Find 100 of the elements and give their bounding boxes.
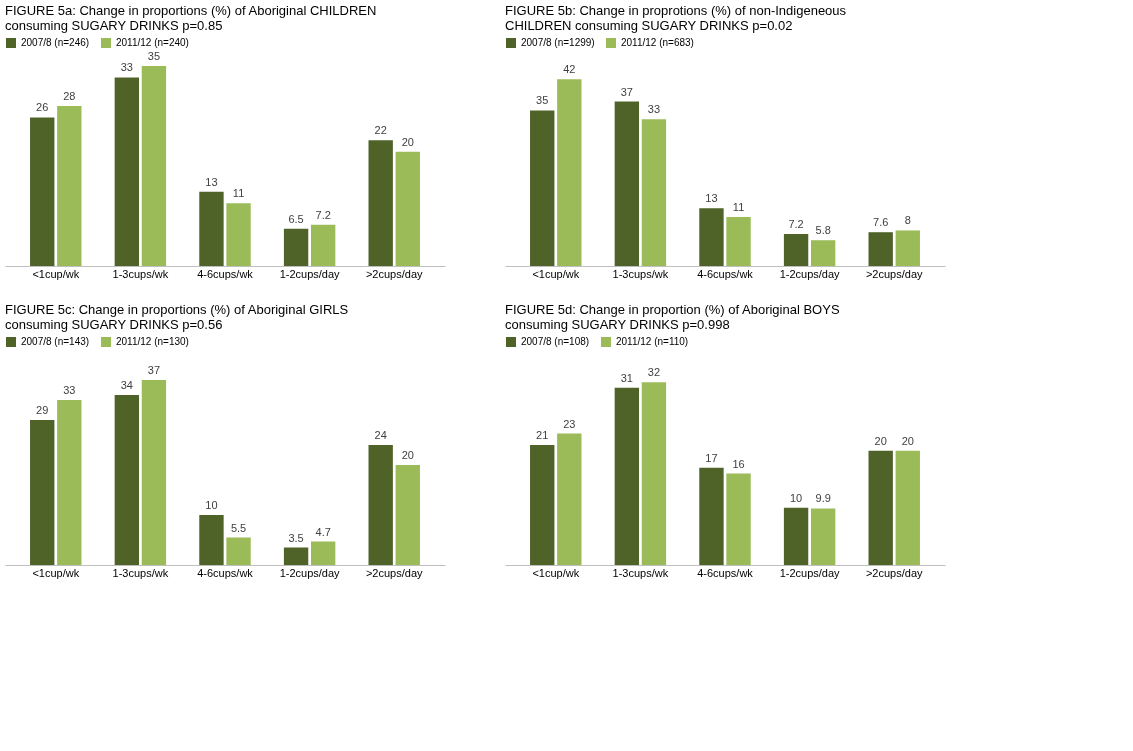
- data-label: 29: [36, 404, 49, 416]
- bar: [699, 467, 724, 565]
- data-label: 33: [63, 384, 76, 396]
- chart-title: FIGURE 5c: Change in proportions (%) of Aboriginal GIRLS consuming SUGARY DRINKS p=0.56: [5, 302, 349, 332]
- data-label: 33: [647, 103, 661, 116]
- bar: [530, 110, 555, 266]
- x-tick-label: 1-2cups/day: [279, 566, 341, 579]
- chart-title: FIGURE 5a: Change in proportions (%) of Aboriginal CHILDREN consuming SUGARY DRINKS p=0.85: [5, 3, 377, 33]
- legend-label: 2011/12 (n=130): [116, 336, 189, 347]
- x-tick-label: >2cups/day: [865, 566, 924, 579]
- bar: [895, 230, 920, 266]
- bar: [726, 473, 751, 565]
- bar: [641, 119, 667, 266]
- data-label: 23: [563, 417, 576, 430]
- bar: [868, 450, 893, 565]
- x-tick-label: 4-6cups/wk: [697, 566, 754, 579]
- bar: [368, 140, 393, 266]
- legend-label: 2011/12 (n=683): [621, 37, 694, 48]
- bar: [641, 382, 667, 565]
- data-label: 7.2: [788, 218, 804, 230]
- data-label: 3.5: [288, 531, 304, 544]
- data-label: 17: [705, 451, 718, 464]
- data-label: 34: [120, 379, 133, 391]
- bar: [614, 387, 640, 565]
- bar: [141, 66, 167, 266]
- data-label: 20: [901, 434, 914, 447]
- data-label: 37: [147, 364, 161, 376]
- x-tick-label: 4-6cups/wk: [697, 267, 754, 280]
- data-label: 5.8: [815, 224, 831, 237]
- data-label: 16: [732, 457, 745, 470]
- legend-label: 2011/12 (n=240): [116, 37, 189, 48]
- x-tick-label: 1-2cups/day: [779, 267, 841, 280]
- chart-title: FIGURE 5d: Change in proportion (%) of Aboriginal BOYS consuming SUGARY DRINKS p=0.998: [505, 302, 840, 332]
- bar: [810, 240, 836, 266]
- data-label: 13: [705, 192, 718, 205]
- legend-label: 2007/8 (n=143): [21, 336, 90, 347]
- data-label: 28: [63, 90, 76, 102]
- data-label: 35: [147, 50, 161, 62]
- x-tick-label: >2cups/day: [365, 566, 424, 579]
- bar: [395, 151, 420, 266]
- bar: [395, 465, 420, 565]
- data-label: 35: [536, 94, 549, 107]
- x-tick-label: <1cup/wk: [32, 267, 80, 280]
- bar: [783, 234, 809, 266]
- bar: [199, 191, 224, 266]
- bar: [310, 541, 336, 565]
- data-label: 4.7: [315, 525, 331, 538]
- bar: [895, 450, 920, 565]
- x-tick-label: >2cups/day: [865, 267, 924, 280]
- data-label: 20: [401, 135, 414, 148]
- data-label: 31: [620, 371, 633, 384]
- data-label: 8: [904, 214, 911, 227]
- data-label: 24: [374, 429, 387, 441]
- data-label: 7.2: [315, 208, 331, 221]
- bar: [57, 106, 82, 266]
- data-label: 42: [563, 63, 576, 76]
- bar: [226, 537, 251, 565]
- bar: [199, 515, 224, 565]
- x-tick-label: 1-3cups/wk: [612, 267, 669, 280]
- x-tick-label: 1-3cups/wk: [112, 267, 169, 280]
- legend-label: 2007/8 (n=1299): [521, 37, 595, 48]
- bar: [868, 232, 893, 266]
- x-tick-label: 4-6cups/wk: [197, 267, 254, 280]
- data-label: 22: [374, 124, 387, 137]
- bar: [530, 445, 555, 565]
- x-tick-label: <1cup/wk: [532, 566, 580, 579]
- bar: [114, 77, 140, 266]
- bar: [30, 420, 55, 565]
- bar: [557, 79, 582, 266]
- data-label: 10: [205, 499, 218, 511]
- data-label: 10: [789, 491, 803, 504]
- bar: [141, 380, 167, 565]
- bar: [310, 224, 336, 266]
- x-tick-label: >2cups/day: [365, 267, 424, 280]
- data-label: 11: [232, 187, 245, 200]
- x-tick-label: 1-3cups/wk: [112, 566, 169, 579]
- bar: [226, 203, 251, 266]
- data-label: 20: [401, 449, 414, 461]
- bar: [614, 101, 640, 266]
- x-tick-label: <1cup/wk: [32, 566, 80, 579]
- bar: [30, 117, 55, 266]
- data-label: 32: [647, 366, 661, 379]
- chart-title: FIGURE 5b: Change in proprotions (%) of non-Indigeneous CHILDREN consuming SUGARY DRINKS p=0.02: [505, 3, 847, 33]
- bar: [699, 208, 724, 266]
- x-tick-label: 1-2cups/day: [779, 566, 841, 579]
- bar: [726, 217, 751, 266]
- data-label: 20: [874, 434, 887, 447]
- x-tick-label: <1cup/wk: [532, 267, 580, 280]
- bar: [283, 228, 309, 266]
- bar: [557, 433, 582, 565]
- legend-label: 2011/12 (n=110): [616, 336, 689, 347]
- data-label: 13: [205, 175, 218, 188]
- bar: [57, 400, 82, 565]
- bar: [783, 507, 809, 565]
- bar: [810, 508, 836, 565]
- legend-label: 2007/8 (n=108): [521, 336, 590, 347]
- data-label: 5.5: [230, 521, 247, 534]
- data-label: 7.6: [873, 216, 889, 229]
- legend-label: 2007/8 (n=246): [21, 37, 90, 48]
- bar: [368, 445, 393, 565]
